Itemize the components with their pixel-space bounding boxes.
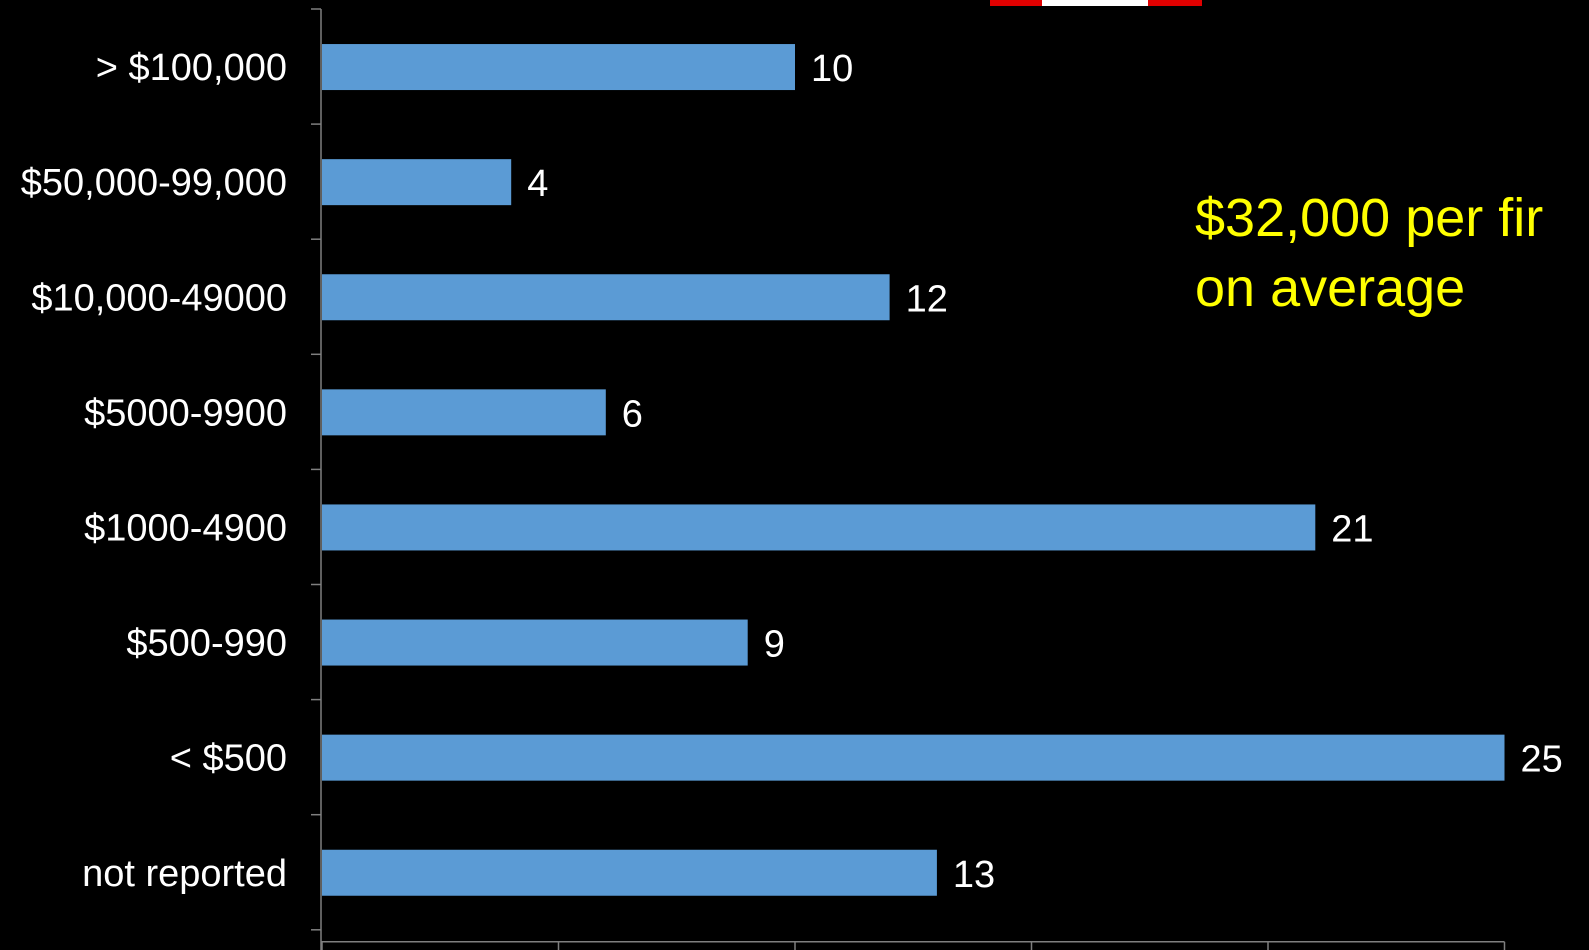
annotation-line-1: $32,000 per fir bbox=[1195, 188, 1544, 248]
flag-decoration bbox=[990, 0, 1202, 6]
bar bbox=[322, 734, 1505, 781]
bar bbox=[322, 389, 606, 436]
category-labels: > $100,000 $50,000-99,000 $10,000-49000 $50… bbox=[21, 47, 287, 895]
chart-bars bbox=[322, 44, 1505, 896]
bar bbox=[322, 849, 937, 896]
value-label: 21 bbox=[1331, 508, 1373, 550]
category-label: $5000-9900 bbox=[84, 392, 287, 434]
value-label: 6 bbox=[622, 393, 643, 435]
value-label: 25 bbox=[1521, 739, 1563, 781]
bar bbox=[322, 504, 1316, 551]
category-label: not reported bbox=[82, 853, 287, 895]
value-label: 4 bbox=[527, 163, 548, 205]
average-annotation: $32,000 per fir on average bbox=[1195, 183, 1543, 323]
bar bbox=[322, 159, 512, 206]
category-label: $10,000-49000 bbox=[31, 277, 287, 319]
value-labels: 10 4 12 6 21 9 25 13 bbox=[527, 48, 1563, 896]
category-label: $1000-4900 bbox=[84, 507, 287, 549]
category-label: < $500 bbox=[170, 738, 287, 780]
flag-red-right bbox=[1148, 0, 1202, 6]
value-label: 13 bbox=[953, 854, 995, 896]
category-label: $50,000-99,000 bbox=[21, 162, 287, 204]
chart-axes bbox=[311, 8, 1506, 950]
annotation-line-2: on average bbox=[1195, 258, 1466, 318]
bar bbox=[322, 44, 795, 91]
bar bbox=[322, 274, 890, 321]
category-label: $500-990 bbox=[126, 623, 287, 665]
flag-red-left bbox=[990, 0, 1042, 6]
value-label: 10 bbox=[811, 48, 853, 90]
flag-white-center bbox=[1042, 0, 1148, 6]
bar bbox=[322, 619, 748, 666]
value-label: 9 bbox=[764, 624, 785, 666]
value-label: 12 bbox=[906, 278, 948, 320]
category-label: > $100,000 bbox=[96, 47, 287, 89]
